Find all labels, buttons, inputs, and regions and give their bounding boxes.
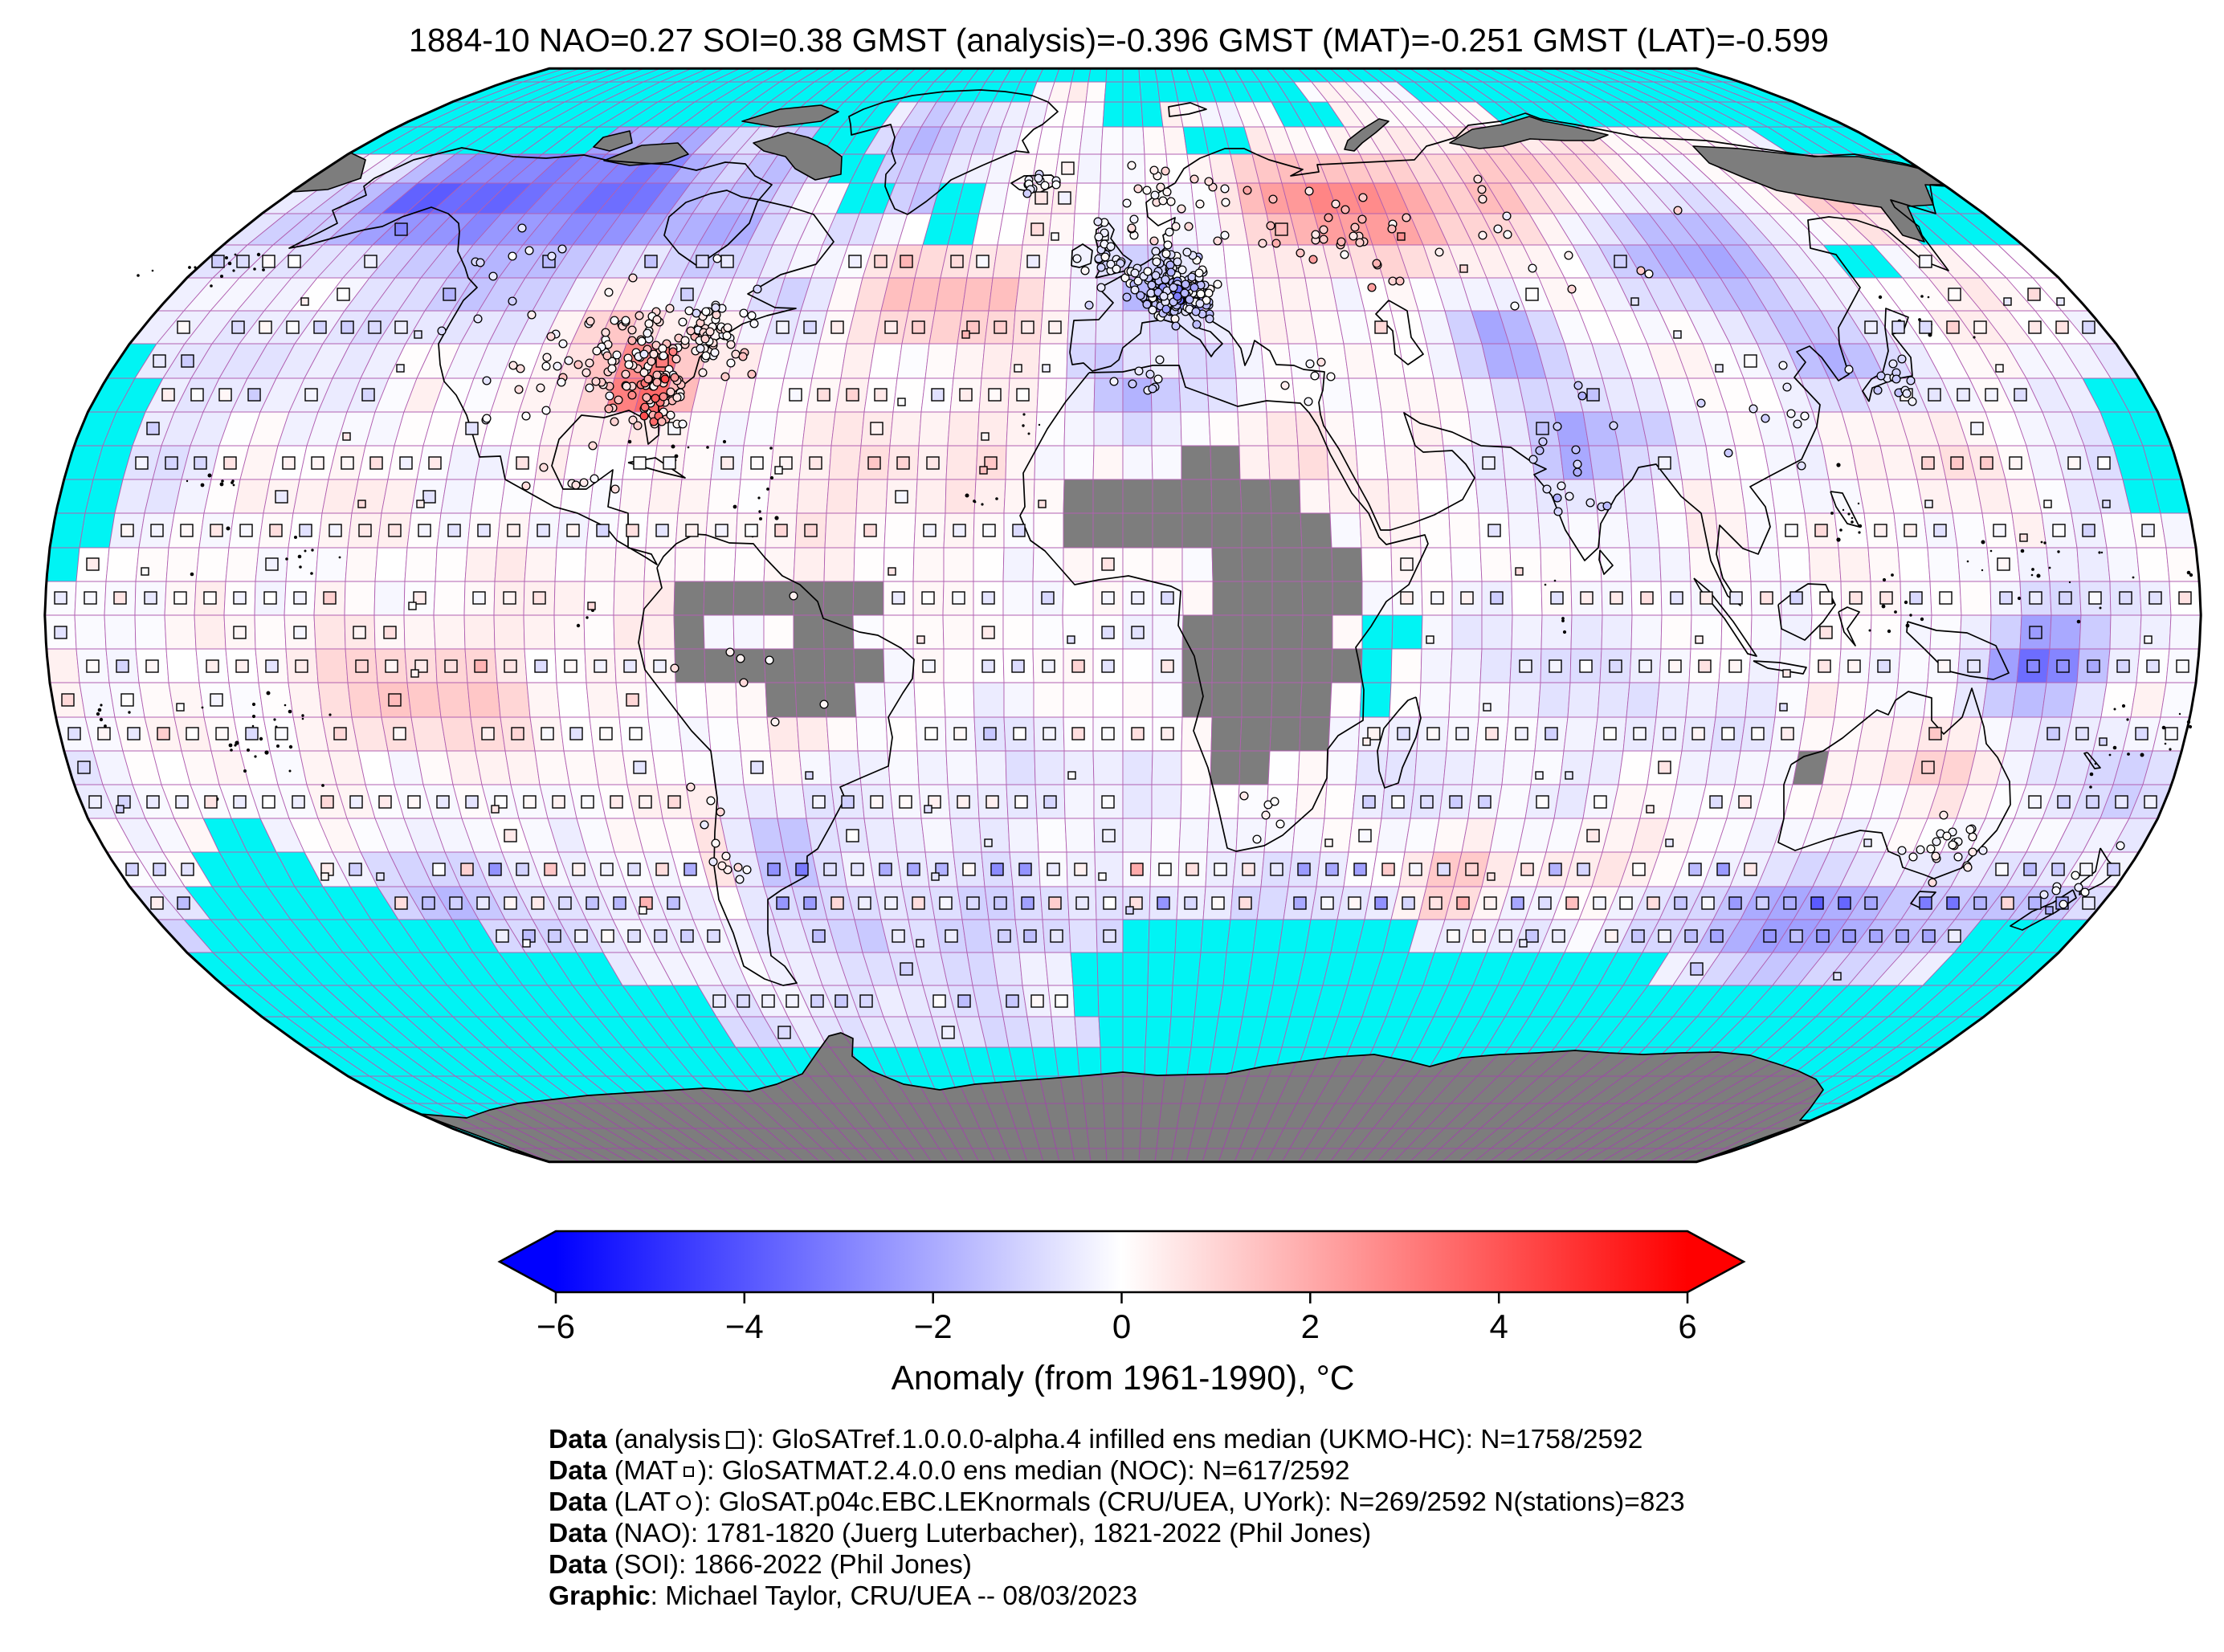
svg-text:Graphic: Michael Taylor, CRU/U: Graphic: Michael Taylor, CRU/UEA -- 08/0…: [549, 1581, 1137, 1611]
svg-text:): GloSAT.p04c.EBC.LEKnormals: ): GloSAT.p04c.EBC.LEKnormals (CRU/UEA, …: [695, 1487, 1685, 1517]
svg-text:2: 2: [1301, 1307, 1320, 1345]
svg-text:0: 0: [1112, 1307, 1131, 1345]
svg-text:−6: −6: [537, 1307, 575, 1345]
svg-text:Data (analysis: Data (analysis: [549, 1425, 720, 1454]
svg-text:): GloSATref.1.0.0.0-alpha.4 i: ): GloSATref.1.0.0.0-alpha.4 infilled en…: [748, 1425, 1642, 1454]
svg-text:Data (LAT: Data (LAT: [549, 1487, 671, 1517]
svg-text:1884-10 NAO=0.27 SOI=0.38 GMST: 1884-10 NAO=0.27 SOI=0.38 GMST (analysis…: [409, 22, 1829, 59]
svg-text:): GloSATMAT.2.4.0.0 ens media: ): GloSATMAT.2.4.0.0 ens median (NOC): N…: [698, 1456, 1350, 1486]
svg-text:−2: −2: [914, 1307, 953, 1345]
svg-text:4: 4: [1490, 1307, 1508, 1345]
svg-text:Data (SOI): 1866-2022 (Phil Jo: Data (SOI): 1866-2022 (Phil Jones): [549, 1550, 972, 1580]
svg-text:6: 6: [1678, 1307, 1696, 1345]
svg-text:−4: −4: [725, 1307, 764, 1345]
svg-text:Anomaly (from 1961-1990), °C: Anomaly (from 1961-1990), °C: [892, 1360, 1355, 1397]
svg-text:Data (NAO): 1781-1820 (Juerg L: Data (NAO): 1781-1820 (Juerg Luterbacher…: [549, 1519, 1371, 1548]
svg-text:Data (MAT: Data (MAT: [549, 1456, 678, 1486]
